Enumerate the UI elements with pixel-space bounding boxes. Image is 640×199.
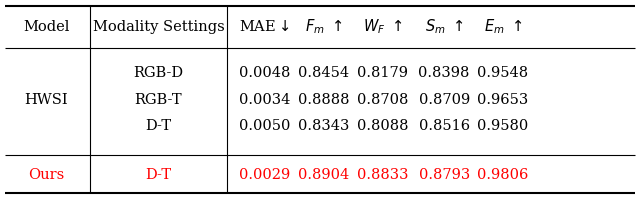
Text: 0.8904: 0.8904 [298, 168, 349, 182]
Text: 0.8516: 0.8516 [419, 119, 470, 133]
Text: 0.8454: 0.8454 [298, 66, 349, 80]
Text: MAE$\downarrow$: MAE$\downarrow$ [239, 19, 289, 34]
Text: 0.9806: 0.9806 [477, 168, 529, 182]
Text: 0.9653: 0.9653 [477, 93, 529, 106]
Text: 0.9580: 0.9580 [477, 119, 529, 133]
Text: $F_m$ $\uparrow$: $F_m$ $\uparrow$ [305, 18, 342, 36]
Text: $W_F$ $\uparrow$: $W_F$ $\uparrow$ [363, 18, 403, 36]
Text: 0.0050: 0.0050 [239, 119, 290, 133]
Text: HWSI: HWSI [24, 93, 68, 106]
Text: 0.8709: 0.8709 [419, 93, 470, 106]
Text: 0.8708: 0.8708 [357, 93, 408, 106]
Text: 0.0034: 0.0034 [239, 93, 290, 106]
Text: 0.9548: 0.9548 [477, 66, 529, 80]
Text: 0.8398: 0.8398 [419, 66, 470, 80]
Text: 0.0048: 0.0048 [239, 66, 290, 80]
Text: 0.8793: 0.8793 [419, 168, 470, 182]
Text: 0.0029: 0.0029 [239, 168, 290, 182]
Text: $E_m$ $\uparrow$: $E_m$ $\uparrow$ [484, 18, 522, 36]
Text: 0.8179: 0.8179 [357, 66, 408, 80]
Text: 0.8888: 0.8888 [298, 93, 349, 106]
Text: RGB-T: RGB-T [134, 93, 182, 106]
Text: Ours: Ours [28, 168, 64, 182]
Text: D-T: D-T [145, 168, 172, 182]
Text: 0.8833: 0.8833 [357, 168, 408, 182]
Text: Model: Model [23, 20, 69, 34]
Text: RGB-D: RGB-D [133, 66, 184, 80]
Text: $S_m$ $\uparrow$: $S_m$ $\uparrow$ [425, 18, 463, 36]
Text: 0.8088: 0.8088 [357, 119, 408, 133]
Text: 0.8343: 0.8343 [298, 119, 349, 133]
Text: Modality Settings: Modality Settings [93, 20, 224, 34]
Text: D-T: D-T [145, 119, 172, 133]
